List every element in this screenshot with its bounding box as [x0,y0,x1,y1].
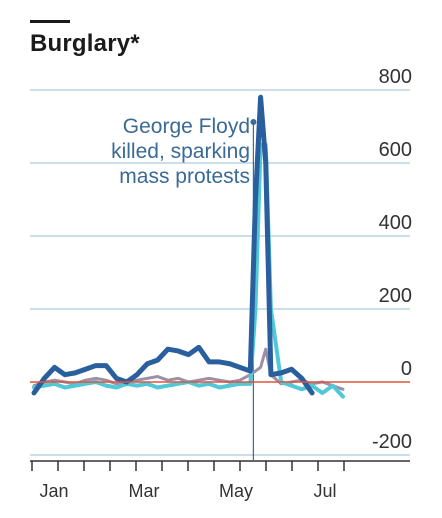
y-tick-label: 600 [379,139,412,161]
y-tick-label: 200 [379,285,412,307]
annotation-line-1: George Floyd [122,115,250,138]
x-tick-label: Jan [39,481,68,501]
y-tick-label: -200 [372,431,412,453]
y-tick-label: 0 [401,358,412,380]
annotation-dot [250,119,257,125]
title-rule [30,20,70,23]
annotation-line-2: killed, sparking [111,140,250,163]
y-tick-label: 400 [379,212,412,234]
annotation-george-floyd: George Floyd killed, sparking mass prote… [111,114,250,189]
series-line-1 [32,142,345,399]
series-line-2 [31,94,315,396]
x-tick-label: May [219,481,253,501]
y-tick-label: 800 [379,66,412,88]
x-tick-label: Jul [313,481,336,501]
x-tick-label: Mar [129,481,160,501]
annotation-line-3: mass protests [119,165,250,188]
chart-title: Burglary* [30,30,140,57]
